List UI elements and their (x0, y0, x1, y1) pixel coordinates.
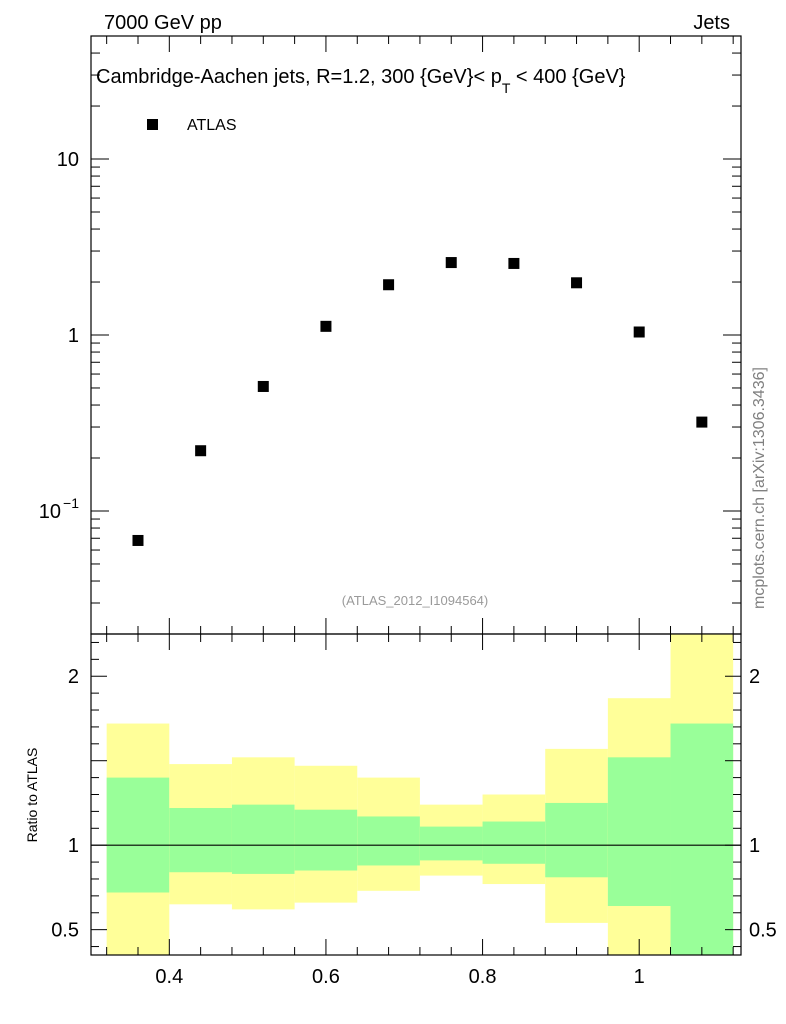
ratio-y-tick-label: 0.5 (51, 920, 79, 942)
ratio-y-tick-label: 1 (68, 835, 79, 857)
ratio-band-inner-1 (169, 808, 232, 873)
ratio-y-tick-label-right: 2 (749, 666, 760, 688)
data-point-7 (571, 277, 583, 289)
energy-label: 7000 GeV pp (104, 12, 222, 34)
legend-marker (147, 119, 158, 130)
y-tick-exponent: −1 (63, 495, 79, 511)
data-point-3 (320, 320, 332, 332)
data-point-6 (508, 257, 520, 269)
ratio-band-inner-9 (670, 723, 734, 955)
ratio-y-tick-label: 2 (68, 666, 79, 688)
ratio-band-inner-4 (357, 816, 420, 866)
legend-label: ATLAS (187, 117, 237, 134)
x-tick-label: 1 (634, 966, 645, 988)
data-point-0 (132, 534, 144, 546)
data-point-2 (257, 380, 269, 392)
plot-title-suffix: < 400 {GeV} (510, 66, 625, 88)
side-label: mcplots.cern.ch [arXiv:1306.3436] (751, 367, 768, 609)
x-tick-label: 0.6 (312, 966, 340, 988)
data-point-4 (383, 279, 395, 291)
category-label: Jets (693, 12, 730, 34)
data-point-8 (633, 326, 645, 338)
plot-title-main: Cambridge-Aachen jets, R=1.2, 300 {GeV}<… (96, 66, 502, 88)
ratio-band-inner-3 (294, 809, 358, 871)
ratio-y-tick-label-right: 1 (749, 835, 760, 857)
ratio-band-inner-7 (545, 802, 608, 878)
x-tick-label: 0.4 (155, 966, 183, 988)
plot-title: Cambridge-Aachen jets, R=1.2, 300 {GeV}<… (96, 66, 626, 96)
ratio-bands (91, 634, 741, 955)
y-tick-label: 10 (57, 149, 79, 171)
analysis-id: (ATLAS_2012_I1094564) (342, 593, 488, 608)
ratio-band-inner-8 (607, 757, 671, 907)
data-point-5 (445, 257, 457, 269)
ratio-ylabel: Ratio to ATLAS (24, 748, 40, 843)
x-tick-label: 0.8 (469, 966, 497, 988)
ratio-band-inner-6 (482, 821, 546, 864)
ratio-y-tick-label-right: 0.5 (749, 920, 777, 942)
y-tick-label: 10 (39, 501, 61, 523)
data-points (132, 257, 708, 546)
ratio-band-inner-5 (419, 826, 483, 861)
plot-title-subscript: T (502, 80, 511, 96)
y-tick-label: 1 (68, 325, 79, 347)
data-point-1 (195, 445, 207, 457)
data-point-9 (696, 416, 708, 428)
ratio-band-inner-2 (231, 804, 295, 874)
ratio-band-inner-0 (106, 777, 170, 893)
ratio-axis-ticks: 0.4 0.6 0.8 1 2 2 1 1 0.5 0.5 (51, 633, 777, 988)
